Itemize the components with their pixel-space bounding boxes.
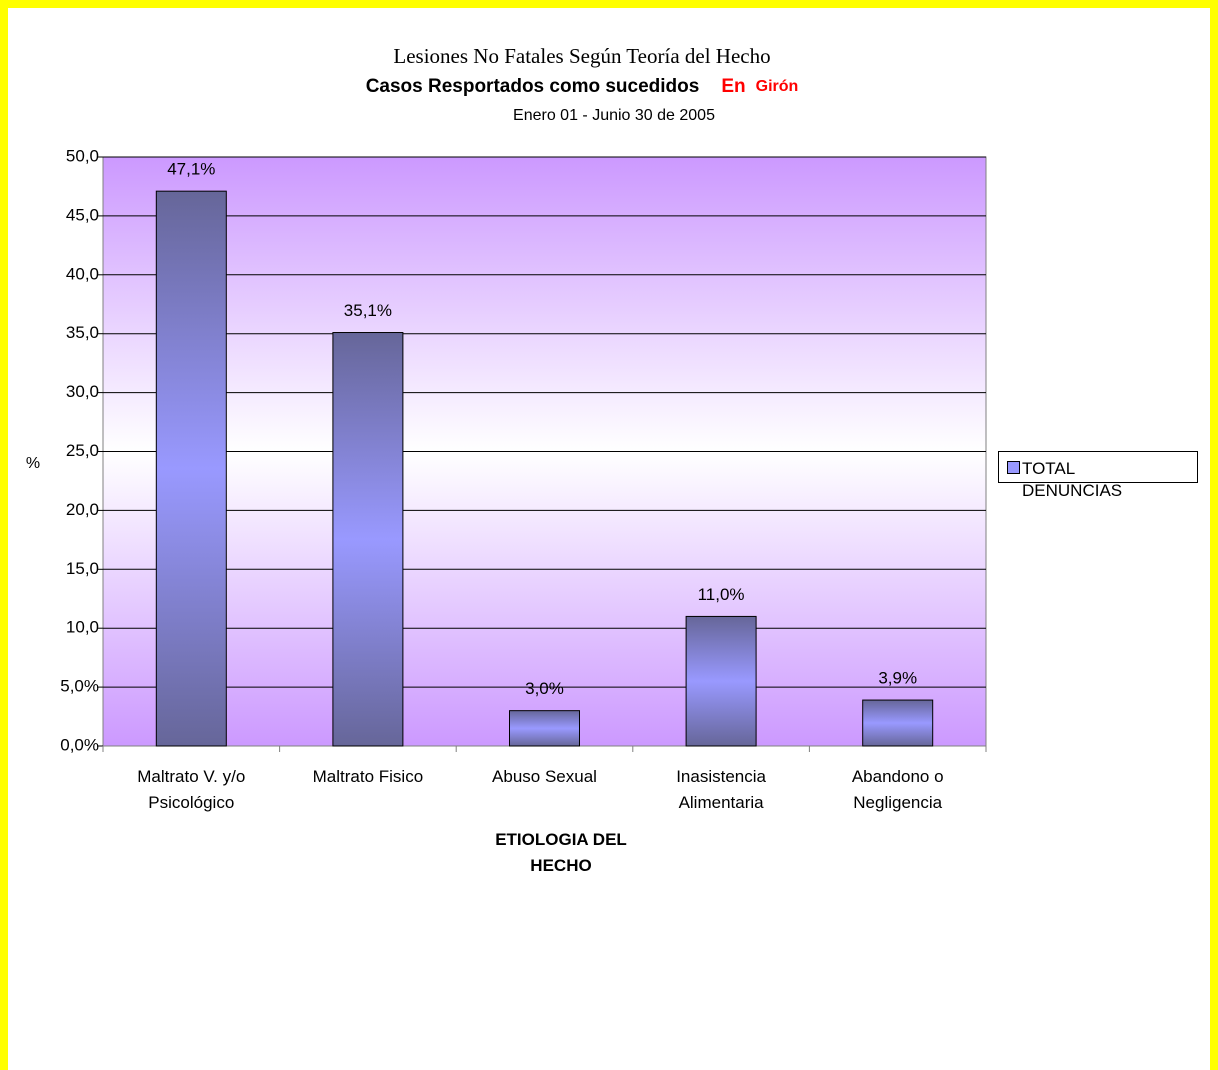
y-tick-label: 25,0	[66, 441, 99, 460]
y-tick-label: 45,0	[66, 205, 99, 224]
bar	[155, 190, 227, 747]
legend-swatch	[1007, 461, 1020, 474]
legend: TOTAL DENUNCIAS	[998, 451, 1198, 500]
y-tick-label: 50,0	[66, 146, 99, 165]
y-tick-label: 15,0	[66, 559, 99, 578]
y-tick-label: 30,0	[66, 382, 99, 401]
value-label: 47,1%	[167, 160, 215, 179]
y-tick-label: 35,0	[66, 323, 99, 342]
value-label: 3,0%	[525, 679, 564, 698]
chart: Lesiones No Fatales Según Teoría del Hec…	[26, 44, 987, 754]
bar	[509, 710, 580, 747]
bar	[332, 332, 404, 747]
y-axis-label: %	[26, 455, 40, 472]
x-tick-label: Abuso Sexual	[492, 767, 597, 786]
subtitle: Casos Resportados como sucedidos	[366, 76, 700, 97]
x-tick-label: Maltrato Fisico	[312, 767, 424, 786]
value-label: 35,1%	[344, 301, 392, 320]
y-tick-label: 5,0%	[60, 677, 99, 696]
x-tick-label: Inasistencia Alimentaria	[676, 767, 766, 812]
bar	[685, 615, 757, 747]
value-label: 3,9%	[878, 669, 917, 688]
y-tick-label: 10,0	[66, 618, 99, 637]
x-tick-label: Abandono o Negligencia	[851, 767, 944, 812]
legend-label: TOTAL DENUNCIAS	[1022, 459, 1123, 500]
date-range: Enero 01 - Junio 30 de 2005	[513, 107, 715, 124]
bar	[862, 699, 934, 747]
x-axis-label: ETIOLOGIA DEL HECHO	[495, 830, 627, 875]
y-tick-label: 20,0	[66, 500, 99, 519]
subtitle-place: Girón	[756, 78, 799, 95]
chart-subtitle: Casos Resportados como sucedidos En Girón	[366, 76, 799, 97]
y-tick-label: 0,0%	[60, 735, 99, 754]
y-tick-label: 40,0	[66, 264, 99, 283]
value-label: 11,0%	[698, 585, 745, 604]
x-tick-label: Maltrato V. y/o Psicológico	[137, 767, 246, 812]
subtitle-in: En	[721, 76, 745, 97]
chart-title: Lesiones No Fatales Según Teoría del Hec…	[393, 44, 770, 68]
frame: Lesiones No Fatales Según Teoría del Hec…	[8, 8, 1210, 1070]
